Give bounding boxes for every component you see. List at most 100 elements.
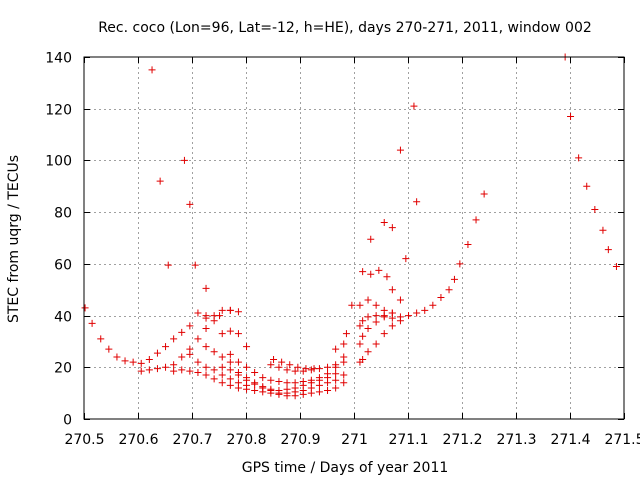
data-point <box>226 375 234 383</box>
y-tick-label: 140 <box>45 51 72 67</box>
data-point <box>332 361 340 369</box>
data-point <box>234 330 242 338</box>
data-point <box>388 309 396 317</box>
data-point <box>194 358 202 366</box>
data-point <box>270 356 278 364</box>
data-point <box>145 356 153 364</box>
data-point <box>218 371 226 379</box>
data-point <box>283 366 291 374</box>
data-point <box>286 361 294 369</box>
data-point <box>388 224 396 232</box>
data-point <box>456 260 464 268</box>
data-point <box>291 367 299 375</box>
data-point <box>283 385 291 393</box>
data-point <box>291 379 299 387</box>
data-point <box>170 335 178 343</box>
data-point <box>340 379 348 387</box>
data-point <box>218 379 226 387</box>
data-point <box>178 328 186 336</box>
data-point <box>210 375 218 383</box>
data-point <box>356 322 364 330</box>
data-point <box>396 296 404 304</box>
data-point <box>105 345 113 353</box>
data-points <box>81 53 620 400</box>
data-point <box>372 312 380 320</box>
data-point <box>278 358 286 366</box>
data-point <box>191 261 199 269</box>
y-tick-label: 100 <box>45 154 72 170</box>
data-point <box>243 376 251 384</box>
data-point <box>310 365 318 373</box>
data-point <box>413 309 421 317</box>
data-point <box>402 255 410 263</box>
data-point <box>194 368 202 376</box>
data-point <box>604 246 612 254</box>
data-point <box>148 66 156 74</box>
data-point <box>364 325 372 332</box>
data-point <box>267 376 275 384</box>
x-tick-labels: 270.5 270.6 270.7 270.8 270.9 271 271.1 271.2 27… <box>64 432 640 448</box>
data-point <box>405 312 413 320</box>
data-point <box>137 359 145 367</box>
data-point <box>591 206 599 214</box>
data-point <box>375 266 383 274</box>
data-point <box>396 146 404 154</box>
data-point <box>380 330 388 338</box>
data-point <box>210 366 218 374</box>
data-point <box>299 378 307 386</box>
data-point <box>275 387 283 395</box>
x-tick-label: 271.3 <box>496 432 536 448</box>
data-point <box>567 112 575 120</box>
data-point <box>421 306 429 314</box>
data-point <box>180 156 188 164</box>
data-point <box>480 190 488 198</box>
data-point <box>275 378 283 386</box>
data-point <box>388 286 396 294</box>
data-point <box>348 301 356 309</box>
data-point <box>324 387 332 395</box>
data-point <box>315 388 323 396</box>
data-point <box>218 330 226 338</box>
data-point <box>380 306 388 314</box>
data-point <box>356 340 364 348</box>
data-point <box>234 358 242 366</box>
data-point <box>383 273 391 281</box>
data-point <box>81 304 89 312</box>
data-point <box>162 343 170 351</box>
data-point <box>612 262 620 270</box>
x-tick-label: 271.2 <box>442 432 482 448</box>
x-tick-label: 270.7 <box>172 432 212 448</box>
y-axis-label: STEC from uqrg / TECUs <box>6 155 22 323</box>
data-point <box>367 270 375 278</box>
data-point <box>234 371 242 379</box>
data-point <box>113 353 121 361</box>
data-point <box>226 306 234 314</box>
data-point <box>359 332 367 340</box>
data-point <box>356 301 364 309</box>
data-point <box>178 353 186 361</box>
x-tick-label: 271.4 <box>550 432 590 448</box>
data-point <box>186 350 194 358</box>
data-point <box>243 343 251 351</box>
y-tick-label: 120 <box>45 103 72 119</box>
data-point <box>367 235 375 243</box>
x-axis-label: GPS time / Days of year 2011 <box>242 460 449 476</box>
data-point <box>340 371 348 379</box>
data-point <box>210 348 218 356</box>
data-point <box>342 330 350 338</box>
data-point <box>153 365 161 373</box>
data-point <box>170 367 178 375</box>
data-point <box>226 366 234 374</box>
data-point <box>413 198 421 206</box>
data-point <box>315 374 323 382</box>
data-point <box>359 317 367 325</box>
data-point <box>332 370 340 378</box>
data-point <box>267 361 275 369</box>
data-point <box>388 322 396 330</box>
data-point <box>226 327 234 335</box>
data-point <box>445 286 453 294</box>
data-point <box>162 363 170 371</box>
data-point <box>307 376 315 384</box>
data-point <box>332 345 340 353</box>
